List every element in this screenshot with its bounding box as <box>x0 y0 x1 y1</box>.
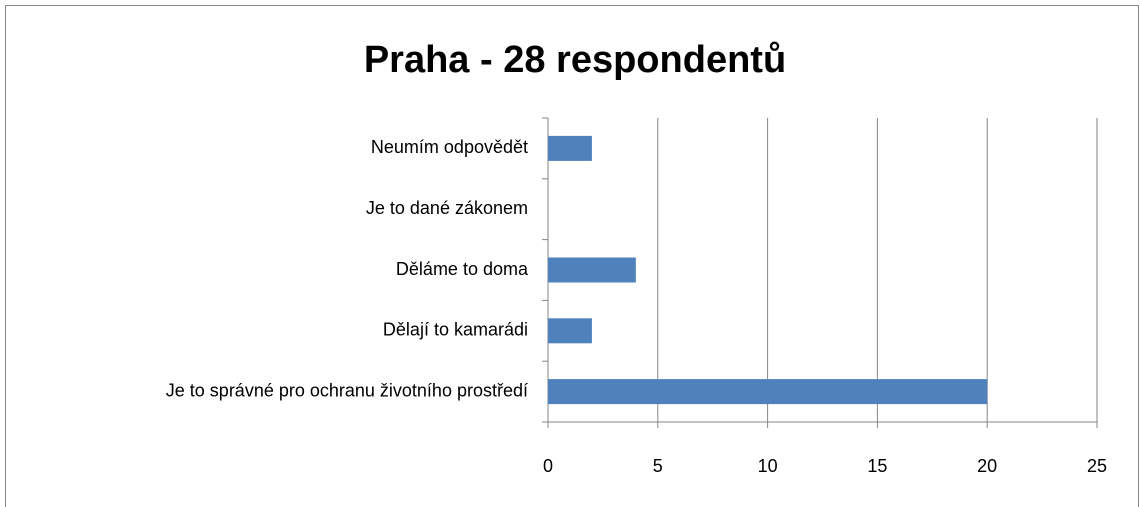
x-tick-label: 25 <box>1087 456 1107 476</box>
y-tick-label: Děláme to doma <box>396 259 529 279</box>
bar <box>548 318 592 344</box>
y-tick-label: Je to správné pro ochranu životního pros… <box>166 380 528 400</box>
y-tick-label: Neumím odpovědět <box>371 137 528 157</box>
x-tick-label: 5 <box>653 456 663 476</box>
y-tick-label: Je to dané zákonem <box>366 198 528 218</box>
chart-frame <box>5 5 1139 507</box>
bar <box>548 135 592 161</box>
x-tick-label: 0 <box>543 456 553 476</box>
x-tick-label: 10 <box>758 456 778 476</box>
chart-title: Praha - 28 respondentů <box>364 39 786 81</box>
bar <box>548 379 988 405</box>
bar <box>548 257 636 283</box>
y-tick-label: Dělají to kamarádi <box>383 320 528 340</box>
x-tick-label: 20 <box>977 456 997 476</box>
x-tick-label: 15 <box>867 456 887 476</box>
